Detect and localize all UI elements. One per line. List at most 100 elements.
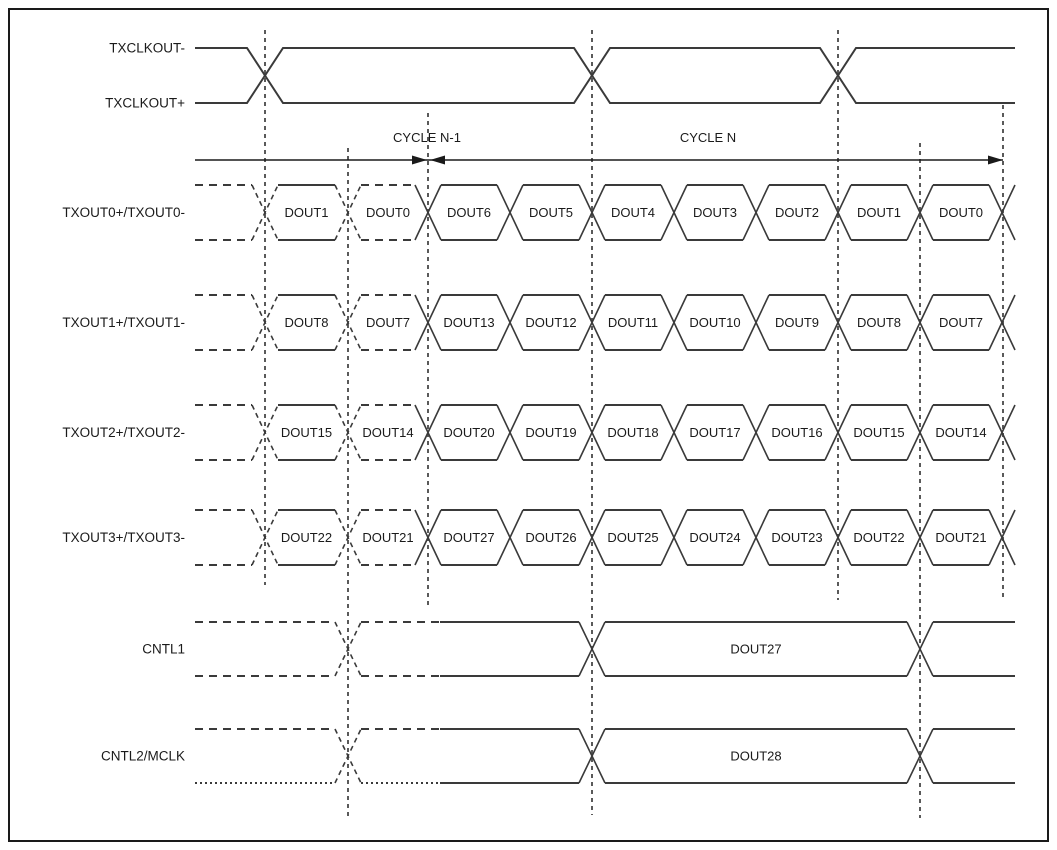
bus-cell-label: DOUT10 bbox=[689, 315, 740, 330]
clock-trace-plus bbox=[195, 47, 1015, 104]
bus-crossing-r2-x592 bbox=[578, 404, 606, 461]
bus-cell-label: DOUT17 bbox=[689, 425, 740, 440]
bus-cell-label: DOUT7 bbox=[366, 315, 410, 330]
bus-cell-label: DOUT14 bbox=[362, 425, 413, 440]
bus-cell-label: DOUT21 bbox=[935, 530, 986, 545]
bus-crossing-r0-x592 bbox=[578, 184, 606, 241]
bus-row-2: TXOUT2+/TXOUT2- DOUT15 DOUT14 DOUT20 DOUT19 D… bbox=[62, 404, 1016, 461]
bus-row-3: TXOUT3+/TXOUT3- DOUT22 DOUT21 DOUT27 DOUT26 D… bbox=[62, 509, 1016, 566]
bus-row-0: TXOUT0+/TXOUT0- DOUT1 DOUT0 DOUT6 DOUT5 DOUT4… bbox=[62, 184, 1016, 241]
bus-cell-label: DOUT24 bbox=[689, 530, 740, 545]
control-crossing-c1-x592 bbox=[578, 728, 606, 784]
bus-crossing-r0-x674 bbox=[660, 184, 688, 241]
bus-crossing-r0-x428 bbox=[414, 184, 442, 241]
bus-crossing-r2-x838 bbox=[824, 404, 852, 461]
bus-cell-label: DOUT7 bbox=[939, 315, 983, 330]
bus-cell-label: DOUT1 bbox=[857, 205, 901, 220]
bus-crossing-r3-x348 bbox=[334, 509, 362, 566]
bus-crossing-r2-x265 bbox=[251, 404, 279, 461]
bus-cell-label: DOUT2 bbox=[775, 205, 819, 220]
bus-cell-label: DOUT22 bbox=[281, 530, 332, 545]
guide-lines bbox=[264, 30, 1004, 818]
bus-crossing-r0-x756 bbox=[742, 184, 770, 241]
control-row-1: CNTL2/MCLK DOUT28 bbox=[101, 728, 1015, 784]
bus-crossing-r1-x348 bbox=[334, 294, 362, 351]
bus-cell-label: DOUT8 bbox=[857, 315, 901, 330]
bus-cell-label: DOUT19 bbox=[525, 425, 576, 440]
control-row-label: CNTL2/MCLK bbox=[101, 749, 185, 764]
bus-cell-label: DOUT6 bbox=[447, 205, 491, 220]
bus-cell-label: DOUT11 bbox=[608, 315, 658, 330]
bus-cell-label: DOUT13 bbox=[443, 315, 494, 330]
figure-border bbox=[8, 8, 1049, 842]
control-cell-label: DOUT28 bbox=[730, 749, 781, 764]
bus-cell-label: DOUT15 bbox=[281, 425, 332, 440]
bus-crossing-r3-x674 bbox=[660, 509, 688, 566]
bus-crossing-r2-x1002 bbox=[988, 404, 1016, 461]
bus-cell-label: DOUT21 bbox=[362, 530, 413, 545]
bus-crossing-r3-x920 bbox=[906, 509, 934, 566]
bus-crossing-r1-x1002 bbox=[988, 294, 1016, 351]
bus-crossing-r1-x428 bbox=[414, 294, 442, 351]
bus-cell-label: DOUT3 bbox=[693, 205, 737, 220]
bus-crossing-r0-x838 bbox=[824, 184, 852, 241]
bus-crossing-r3-x428 bbox=[414, 509, 442, 566]
bus-crossing-r3-x592 bbox=[578, 509, 606, 566]
bus-cell-label: DOUT14 bbox=[935, 425, 986, 440]
control-crossing-c0-x348 bbox=[334, 621, 362, 677]
bus-cell-label: DOUT5 bbox=[529, 205, 573, 220]
control-crossing-c0-x920 bbox=[906, 621, 934, 677]
bus-row-label: TXOUT3+/TXOUT3- bbox=[62, 530, 185, 545]
bus-crossing-r1-x265 bbox=[251, 294, 279, 351]
bus-crossing-r0-x1002 bbox=[988, 184, 1016, 241]
cycle-n-1-label: CYCLE N-1 bbox=[393, 130, 461, 145]
bus-cell-label: DOUT4 bbox=[611, 205, 655, 220]
cycle-end-arrow bbox=[988, 155, 1003, 165]
bus-crossing-r1-x756 bbox=[742, 294, 770, 351]
control-crossing-c1-x348 bbox=[334, 728, 362, 784]
bus-crossing-r0-x510 bbox=[496, 184, 524, 241]
control-crossing-c1-x920 bbox=[906, 728, 934, 784]
bus-cell-label: DOUT12 bbox=[525, 315, 576, 330]
bus-cell-label: DOUT20 bbox=[443, 425, 494, 440]
bus-crossing-r3-x265 bbox=[251, 509, 279, 566]
bus-cell-label: DOUT26 bbox=[525, 530, 576, 545]
control-row-0: CNTL1 DOUT27 bbox=[142, 621, 1015, 677]
bus-crossing-r3-x756 bbox=[742, 509, 770, 566]
control-crossing-c0-x592 bbox=[578, 621, 606, 677]
bus-crossing-r0-x265 bbox=[251, 184, 279, 241]
bus-row-label: TXOUT0+/TXOUT0- bbox=[62, 205, 185, 220]
bus-crossing-r2-x510 bbox=[496, 404, 524, 461]
bus-crossing-r2-x348 bbox=[334, 404, 362, 461]
bus-cell-label: DOUT15 bbox=[853, 425, 904, 440]
bus-crossing-r0-x920 bbox=[906, 184, 934, 241]
bus-crossing-r2-x428 bbox=[414, 404, 442, 461]
bus-crossing-r3-x838 bbox=[824, 509, 852, 566]
clock-signal: TXCLKOUT- TXCLKOUT+ bbox=[105, 41, 1015, 111]
bus-crossing-r1-x510 bbox=[496, 294, 524, 351]
bus-cell-label: DOUT18 bbox=[607, 425, 658, 440]
bus-cell-label: DOUT8 bbox=[284, 315, 328, 330]
bus-cell-label: DOUT16 bbox=[771, 425, 822, 440]
clock-plus-label: TXCLKOUT+ bbox=[105, 96, 185, 111]
bus-crossing-r3-x510 bbox=[496, 509, 524, 566]
clock-minus-label: TXCLKOUT- bbox=[109, 41, 185, 56]
bus-cell-label: DOUT23 bbox=[771, 530, 822, 545]
bus-cell-label: DOUT0 bbox=[939, 205, 983, 220]
bus-row-1: TXOUT1+/TXOUT1- DOUT8 DOUT7 DOUT13 DOUT12 DOU… bbox=[62, 294, 1016, 351]
bus-cell-label: DOUT22 bbox=[853, 530, 904, 545]
bus-cell-label: DOUT0 bbox=[366, 205, 410, 220]
bus-crossing-r1-x920 bbox=[906, 294, 934, 351]
bus-crossing-r2-x674 bbox=[660, 404, 688, 461]
frame bbox=[8, 8, 1049, 842]
control-row-label: CNTL1 bbox=[142, 642, 185, 657]
cycle-boundary-arrow-left bbox=[430, 155, 445, 165]
bus-row-label: TXOUT2+/TXOUT2- bbox=[62, 425, 185, 440]
bus-crossing-r1-x592 bbox=[578, 294, 606, 351]
bus-crossing-r3-x1002 bbox=[988, 509, 1016, 566]
cycle-annotation: CYCLE N-1 CYCLE N bbox=[195, 130, 1003, 165]
bus-crossing-r0-x348 bbox=[334, 184, 362, 241]
bus-row-label: TXOUT1+/TXOUT1- bbox=[62, 315, 185, 330]
bus-cell-label: DOUT27 bbox=[443, 530, 494, 545]
